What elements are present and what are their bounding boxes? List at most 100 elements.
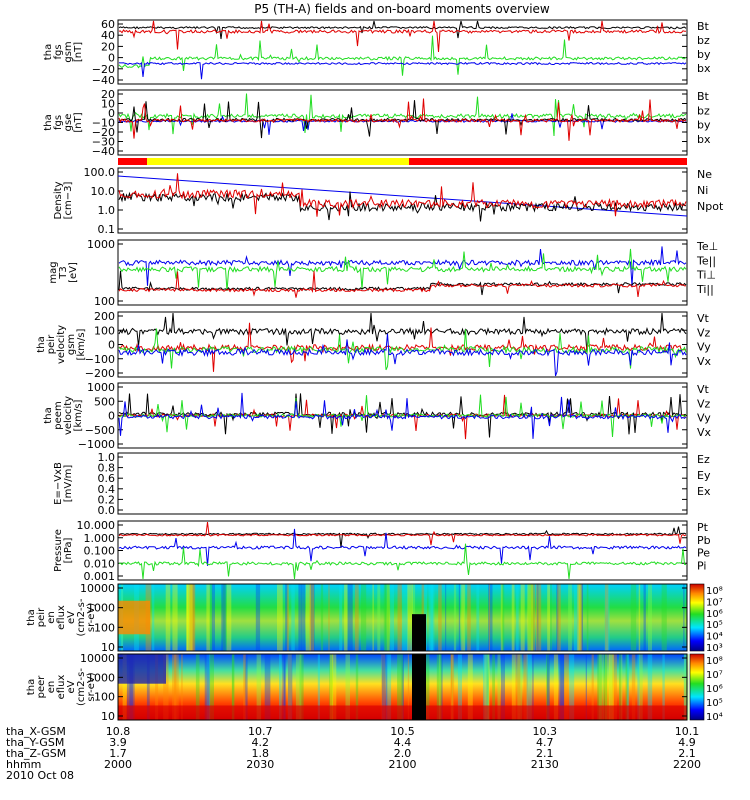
fgs-gsm-legend-black: Bt [697,20,710,33]
peir-spectrogram-stripe [328,584,330,651]
fgs-gse-ytick-label: 20 [101,88,115,101]
peer-spectrogram-stripe [515,654,521,720]
peir-spectrogram-colorbar-label: 10⁷ [706,597,723,608]
peir-spectrogram-colorbar [689,583,705,652]
peir-spectrogram-stripe [209,584,213,651]
peer-spectrogram-low-energy-band [118,705,687,720]
vz-trace [118,394,687,440]
peer-spectrogram-colorbar-label: 10⁵ [706,698,723,709]
peir-spectrogram-stripe [383,584,387,651]
density-ylabel: Density [cm−3] [53,181,74,219]
temperature-legend-red: Te⊥ [696,240,718,253]
efield-ylabel: E=−VxB [mV/m] [53,462,74,505]
density-ytick-label: 1.0 [98,204,116,217]
temperature-ylabel: mag T3 [eV] [48,261,79,283]
peer-spectrogram-ylabel-line: (cm2-s- [76,668,87,706]
temperature-ytick-label: 1000 [87,238,115,251]
peir-spectrogram-stripe [386,584,390,651]
peer-spectrogram-stripe [329,654,334,720]
temperature-frame [117,239,688,306]
by-trace [118,35,687,76]
vx-trace [118,392,687,439]
peir-velocity-ylabel: tha peir velocity gsm [km/s] [36,325,87,364]
peir-spectrogram-stripe [535,584,542,651]
peir-spectrogram-stripe [301,584,306,651]
peir-spectrogram-stripe [586,584,589,651]
pressure-ytick-label: 10.000 [77,519,116,532]
peer-spectrogram-stripe [287,654,292,720]
efield-ylabel-line: [mV/m] [63,465,74,503]
peer-spectrogram-stripe [381,654,386,720]
peer-spectrogram-ytick-label: 10 [101,710,115,723]
x-tick-y: 4.4 [394,736,412,749]
peir-spectrogram-stripe [390,584,394,651]
x-tick-t: 2200 [673,758,701,771]
x-tick-z: 1.7 [109,747,127,760]
temperature-ylabel-line: [eV] [68,262,79,283]
peir-spectrogram-stripe [428,584,433,651]
peem-velocity-legend-black: Vt [697,383,710,396]
peir-spectrogram-stripe [186,584,191,651]
peir-spectrogram-stripe [221,584,226,651]
peer-spectrogram-stripe [523,654,528,720]
mode-bar-slow [118,158,147,165]
pressure-ylabel: Pressure [nPa] [53,529,74,572]
peir-spectrogram-stripe [310,584,315,651]
x-tick-x: 10.5 [390,725,415,738]
peer-spectrogram-stripe [497,654,501,720]
peir-spectrogram-stripe [576,584,583,651]
peer-spectrogram-stripe [438,654,441,720]
peir-velocity-legend-red: Vz [697,326,711,339]
peir-spectrogram-stripe [527,584,534,651]
peir-spectrogram-stripe [377,584,381,651]
peir-velocity-ytick-label: −200 [85,367,115,380]
peir-spectrogram-stripe [463,584,466,651]
peer-spectrogram-stripe [619,654,622,720]
peir-spectrogram-stripe [211,584,215,651]
x-tick-t: 2000 [104,758,132,771]
pressure-ylabel-line: [nPa] [63,537,74,563]
peir-velocity-frame [117,311,688,378]
peer-spectrogram-stripe [295,654,302,720]
peer-spectrogram-stripe [451,654,455,720]
peir-velocity-ytick-label: 0 [108,339,115,352]
peer-spectrogram-stripe [451,654,453,720]
peer-spectrogram-stripe [625,654,629,720]
temperature-legend-green: Ti|| [696,283,714,296]
peir-spectrogram-stripe [638,584,641,651]
peir-velocity-ylabel-line: tha [36,336,47,352]
fgs-gse-ytick-label: −40 [92,145,115,158]
peir-spectrogram-colorbar-label: 10⁶ [706,609,723,620]
peer-spectrogram-stripe [397,654,404,720]
pressure-legend-green: Pe [697,547,710,560]
peer-spectrogram-stripe [683,654,687,720]
peer-spectrogram-stripe [662,654,665,720]
peir-spectrogram-stripe [347,584,353,651]
pb-trace [118,521,687,546]
peer-spectrogram-stripe [511,654,516,720]
efield-legend-green: Ey [697,469,711,482]
peer-spectrogram-stripe [546,654,550,720]
pressure-frame [117,520,688,581]
peer-spectrogram-stripe [264,654,271,720]
peer-spectrogram-colorbar-label: 10⁷ [706,670,723,681]
peir-spectrogram-stripe [438,584,442,651]
peer-spectrogram-stripe [345,654,350,720]
bt-trace [119,100,687,139]
peir-spectrogram-ylabel-line: en [46,611,57,624]
efield-ylabel-line: E=−VxB [53,462,64,505]
fgs-gsm-ylabel: tha fgs gsm [nT] [43,41,84,62]
peir-spectrogram-stripe [605,584,610,651]
x-tick-z: 2.1 [536,747,554,760]
peer-spectrogram-stripe [637,654,640,720]
peir-spectrogram-stripe [285,584,288,651]
peir-spectrogram-stripe [190,584,193,651]
peer-spectrogram-stripe [155,654,159,720]
peer-spectrogram-stripe [256,654,262,720]
fgs-gse-legend-blue: bx [697,133,711,146]
peem-velocity-ylabel-line: peem [53,401,64,429]
peer-spectrogram-ylabel: tha peer en eflux eV (cm2-s-sr-eV) [26,668,97,706]
x-axis-row-label: tha_Y-GSM [6,736,64,749]
peir-spectrogram-stripe [550,584,552,651]
